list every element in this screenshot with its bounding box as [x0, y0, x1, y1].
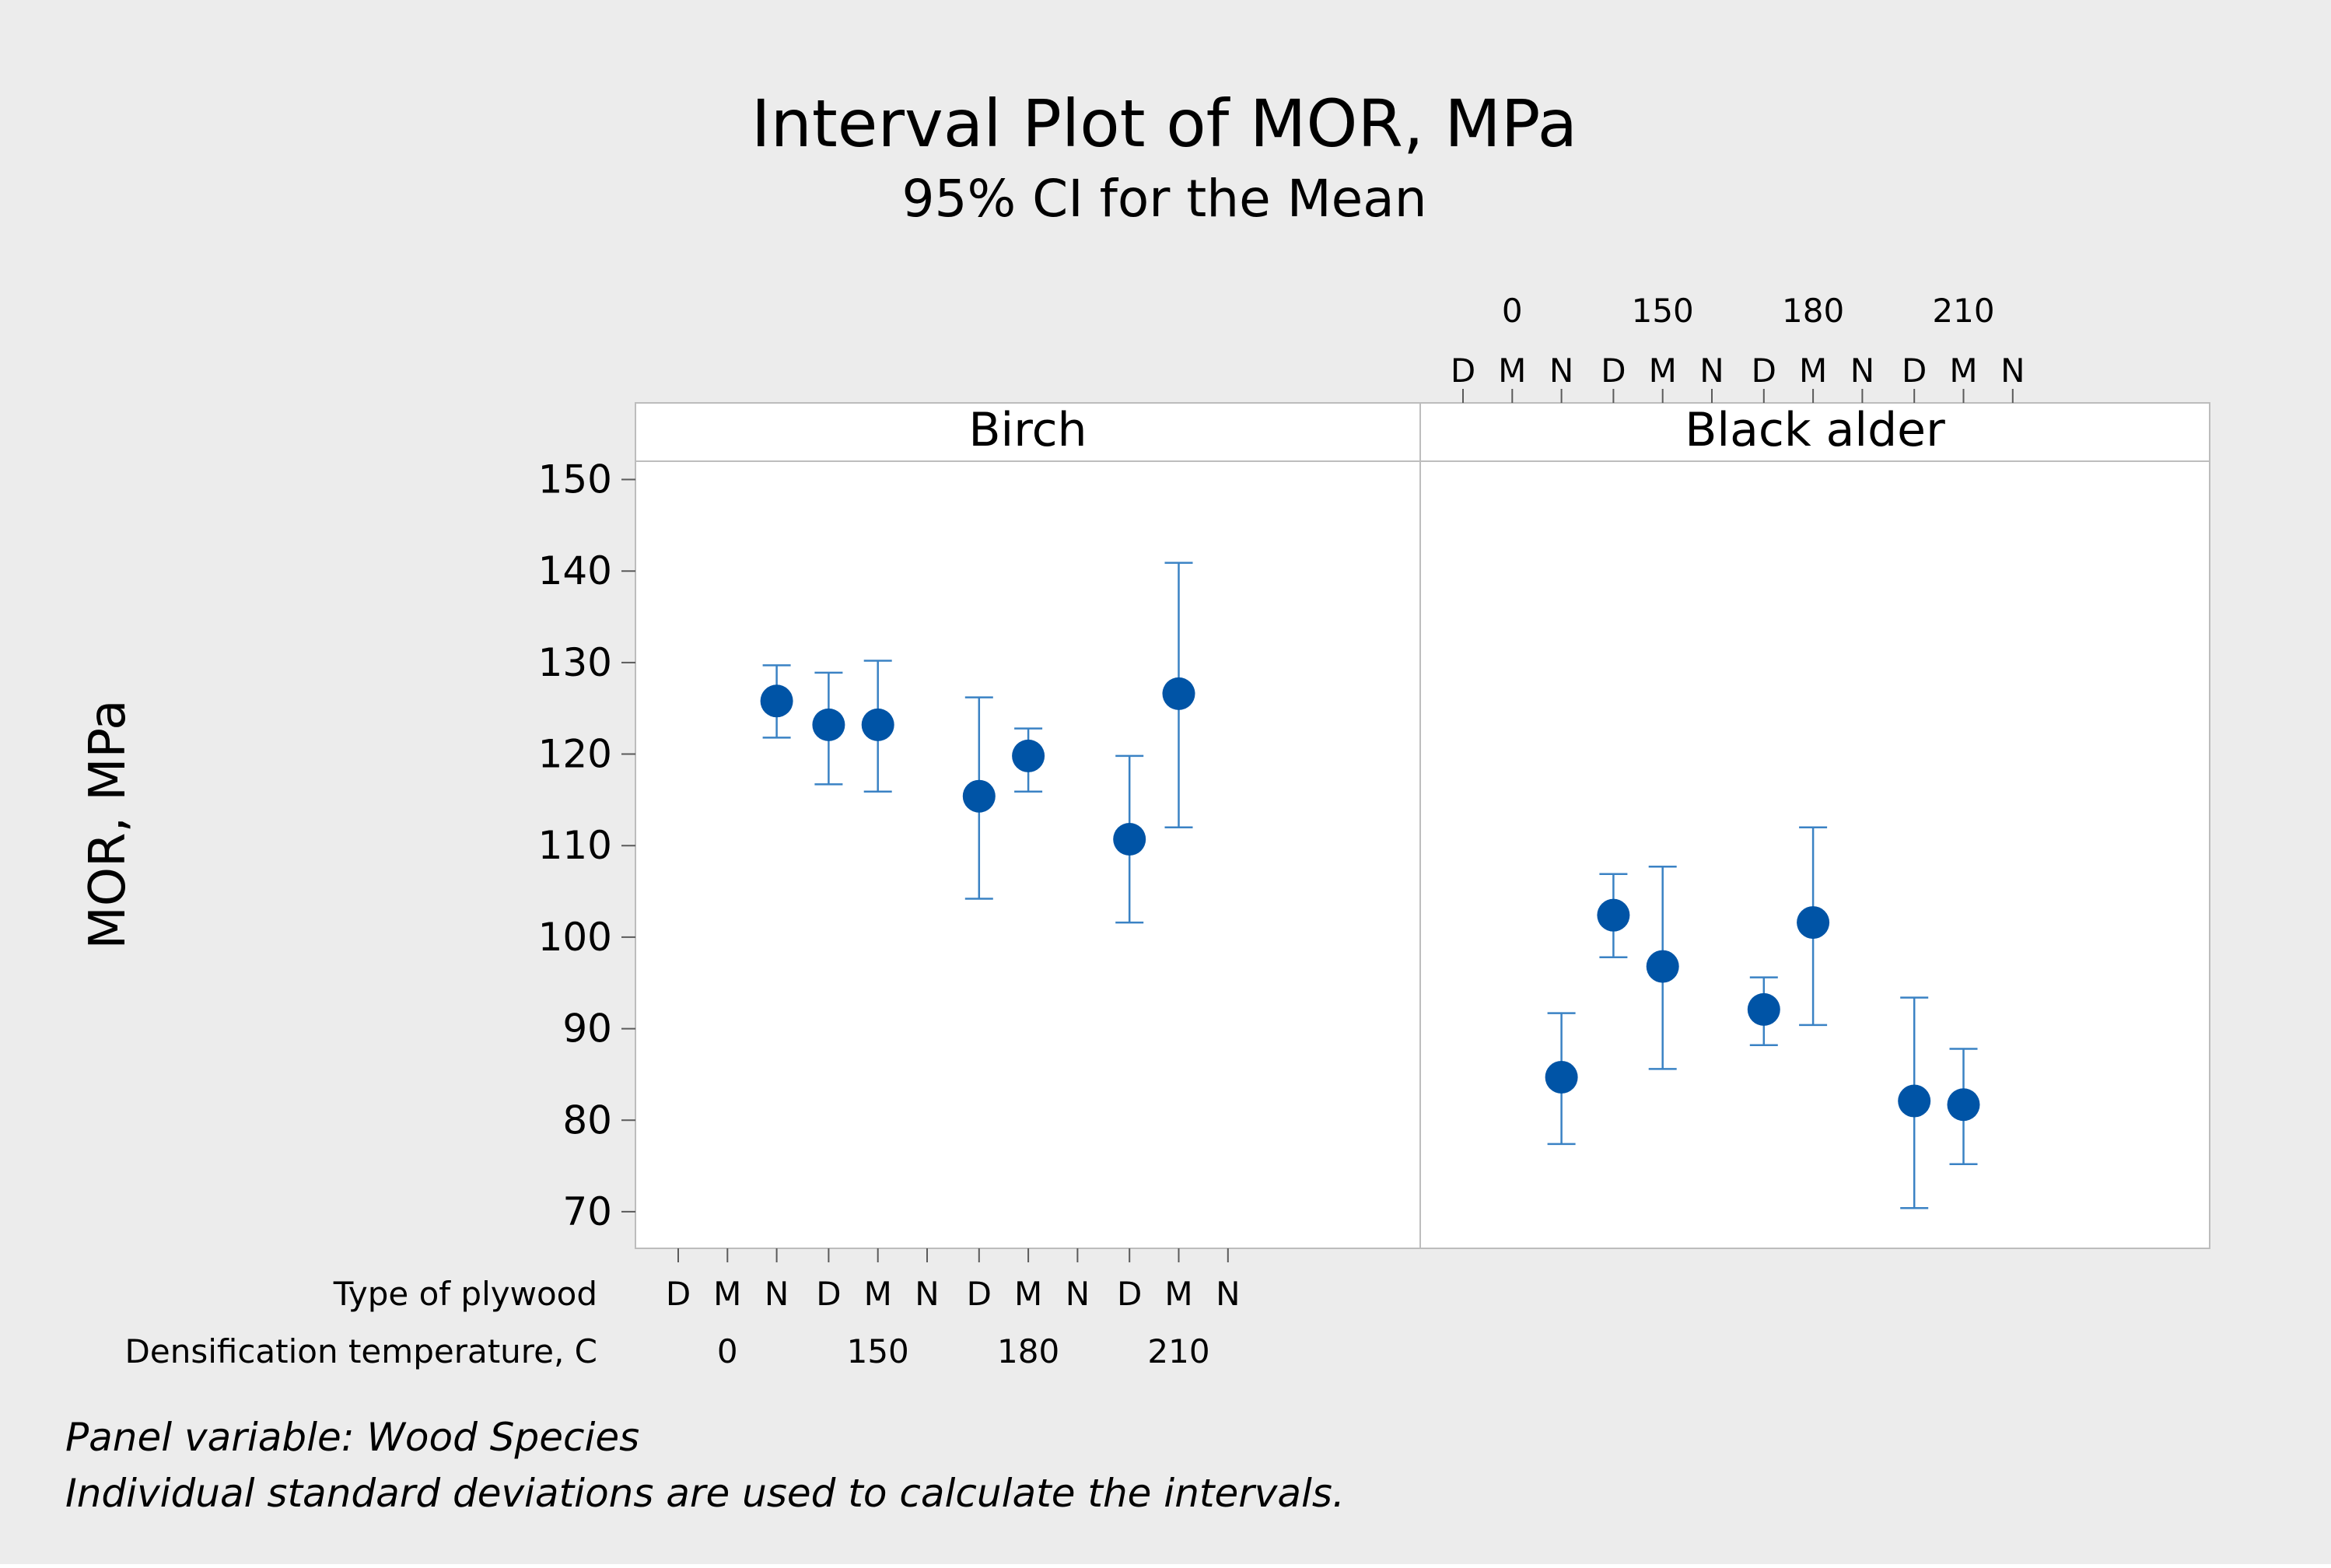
y-tick-label: 100: [538, 915, 612, 960]
y-tick-label: 90: [562, 1006, 612, 1052]
plywood-type-label-top: D: [1451, 352, 1475, 390]
plywood-type-label-bottom: M: [864, 1275, 892, 1313]
plot-area-background: [635, 402, 2210, 1249]
y-axis-label: MOR, MPa: [79, 700, 137, 950]
plywood-type-label-bottom: M: [713, 1275, 741, 1313]
y-tick-label: 70: [562, 1189, 612, 1234]
plywood-type-label-bottom: N: [765, 1275, 789, 1313]
panel-label-birch: Birch: [968, 403, 1087, 457]
plywood-type-label-top: D: [1601, 352, 1626, 390]
temperature-label-bottom: 0: [717, 1332, 738, 1370]
mean-marker-birch-180-m: [1012, 739, 1045, 772]
y-tick-label: 140: [538, 548, 612, 593]
plywood-type-label-top: M: [1498, 352, 1526, 390]
mean-marker-black-alder-150-d: [1597, 898, 1630, 932]
temperature-label-top: 180: [1782, 292, 1844, 330]
plywood-type-label-top: M: [1799, 352, 1827, 390]
mean-marker-birch-180-d: [962, 779, 996, 813]
plywood-type-label-bottom: N: [915, 1275, 939, 1313]
y-tick-label: 130: [538, 640, 612, 685]
plywood-type-label-bottom: D: [1117, 1275, 1142, 1313]
densification-temperature-label: Densification temperature, C: [125, 1332, 597, 1370]
plywood-type-label-bottom: D: [816, 1275, 841, 1313]
mean-marker-black-alder-0-n: [1545, 1060, 1578, 1094]
mean-marker-black-alder-180-m: [1797, 906, 1830, 940]
plywood-type-label-top: N: [1549, 352, 1573, 390]
temperature-label-top: 210: [1932, 292, 1994, 330]
plywood-type-label-top: N: [1850, 352, 1874, 390]
plywood-type-label-bottom: D: [666, 1275, 691, 1313]
plywood-type-label-bottom: N: [1066, 1275, 1090, 1313]
y-tick-label: 80: [562, 1097, 612, 1143]
panel-label-black-alder: Black alder: [1685, 403, 1945, 457]
y-tick-label: 110: [538, 823, 612, 868]
plywood-type-label-bottom: M: [1014, 1275, 1042, 1313]
mean-marker-black-alder-210-d: [1898, 1084, 1931, 1118]
y-tick-label: 120: [538, 732, 612, 777]
plywood-type-label-top: M: [1949, 352, 1977, 390]
mean-marker-birch-0-n: [760, 684, 793, 718]
mean-marker-black-alder-150-m: [1646, 950, 1679, 983]
temperature-label-top: 150: [1632, 292, 1694, 330]
plywood-type-label-top: N: [1699, 352, 1724, 390]
interval-method-note: Individual standard deviations are used …: [65, 1471, 1345, 1516]
plywood-type-label-bottom: N: [1216, 1275, 1240, 1313]
panel-variable-note: Panel variable: Wood Species: [65, 1415, 639, 1460]
mean-marker-birch-210-d: [1113, 822, 1146, 856]
mean-marker-black-alder-210-m: [1947, 1088, 1980, 1122]
type-of-plywood-label: Type of plywood: [333, 1275, 597, 1313]
plywood-type-label-top: D: [1752, 352, 1776, 390]
mean-marker-birch-150-m: [861, 708, 894, 741]
mean-marker-birch-210-m: [1162, 677, 1195, 710]
plywood-type-label-top: M: [1649, 352, 1677, 390]
plywood-type-label-top: D: [1902, 352, 1927, 390]
chart-subtitle: 95% CI for the Mean: [901, 169, 1426, 229]
mean-marker-birch-150-d: [812, 708, 845, 741]
chart-title: Interval Plot of MOR, MPa: [751, 86, 1577, 162]
mean-marker-black-alder-180-d: [1747, 992, 1780, 1026]
temperature-label-top: 0: [1502, 292, 1523, 330]
plot-layer: Birch Black alder 70 80 90 100 110 120 130 140 150…: [538, 292, 2210, 1370]
plywood-type-label-bottom: M: [1164, 1275, 1192, 1313]
y-tick-label: 150: [538, 457, 612, 502]
plywood-type-label-bottom: D: [967, 1275, 992, 1313]
plywood-type-label-top: N: [2000, 352, 2025, 390]
temperature-label-bottom: 210: [1147, 1332, 1209, 1370]
temperature-label-bottom: 150: [847, 1332, 909, 1370]
temperature-label-bottom: 180: [997, 1332, 1059, 1370]
